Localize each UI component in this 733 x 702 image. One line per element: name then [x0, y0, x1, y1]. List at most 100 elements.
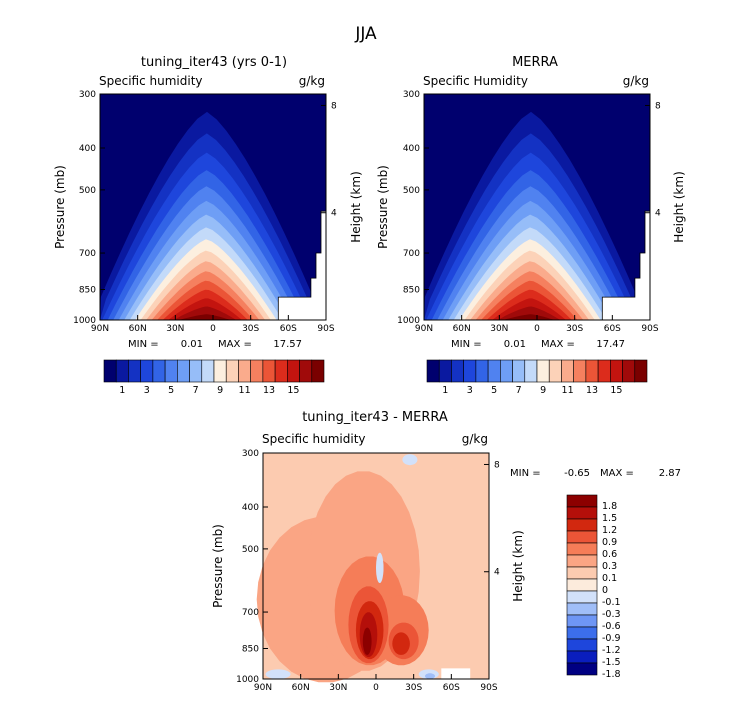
y-tick-label: 1000 — [397, 316, 420, 326]
max-value: 2.87 — [659, 468, 681, 479]
y-tick-label: 400 — [79, 144, 96, 154]
x-tick-label: 90N — [91, 324, 109, 334]
colorbar-box — [201, 359, 215, 383]
colorbar-box — [566, 518, 598, 532]
y-axis-label: Pressure (mb) — [376, 165, 390, 249]
min-label: MIN = — [128, 339, 159, 350]
colorbar-box — [622, 359, 636, 383]
colorbar-label: -1.5 — [602, 657, 621, 668]
contour-level-neg0p1 — [402, 454, 418, 466]
colorbar-label: 1 — [119, 385, 125, 396]
contour-fills — [256, 454, 471, 683]
colorbar-box — [177, 359, 190, 383]
contour-fills — [424, 111, 651, 321]
y-tick-label: 300 — [403, 90, 420, 100]
colorbar-box — [164, 359, 178, 383]
colorbar-box — [238, 359, 251, 383]
variable-label: Specific humidity — [99, 74, 203, 88]
contour-level-1p2 — [392, 632, 410, 655]
height-axis-label: Height (km) — [349, 171, 363, 242]
figure-title: JJA — [354, 24, 377, 44]
x-tick-label: 90S — [480, 683, 497, 693]
y-tick-label: 300 — [242, 449, 259, 459]
min-label: MIN = — [451, 339, 482, 350]
min-label: MIN = — [510, 468, 541, 479]
contour-level-17 — [503, 314, 555, 320]
colorbar-box — [566, 494, 598, 508]
colorbar-label: 13 — [263, 385, 275, 396]
colorbar-box — [634, 359, 648, 383]
panel-title: MERRA — [512, 55, 558, 70]
colorbar-label: 7 — [193, 385, 199, 396]
colorbar-label: 5 — [168, 385, 174, 396]
y-tick-label: 500 — [242, 545, 259, 555]
colorbar-box — [573, 359, 587, 383]
colorbar-box — [140, 359, 154, 383]
x-tick-label: 60S — [280, 324, 297, 334]
colorbar-label: 1.5 — [602, 513, 617, 524]
colorbar: 1.81.51.20.90.60.30.10-0.1-0.3-0.6-0.9-1… — [566, 494, 621, 680]
colorbar-label: -1.8 — [602, 669, 621, 680]
x-tick-label: 30N — [329, 683, 347, 693]
y-tick-label: 850 — [403, 285, 420, 295]
colorbar-box — [512, 359, 526, 383]
x-tick-label: 60N — [453, 324, 471, 334]
colorbar-box — [566, 650, 598, 664]
colorbar-label: 0.3 — [602, 561, 617, 572]
colorbar-box — [426, 359, 440, 383]
x-tick-label: 90S — [317, 324, 334, 334]
colorbar-box — [213, 359, 227, 383]
height-tick-label: 4 — [494, 568, 500, 578]
x-tick-label: 30S — [566, 324, 583, 334]
colorbar-box — [250, 359, 264, 383]
colorbar-label: 1.8 — [602, 501, 617, 512]
colorbar-label: 15 — [610, 385, 622, 396]
max-value: 17.57 — [273, 339, 302, 350]
y-axis-label: Pressure (mb) — [211, 524, 225, 608]
units-label: g/kg — [462, 432, 488, 446]
y-tick-label: 850 — [79, 285, 96, 295]
axis-ticks: 90N 60N 30N 0 30S 60S 90S 300 400 500 700 850 1000 8 4 — [236, 449, 500, 693]
y-tick-label: 300 — [79, 90, 96, 100]
colorbar-box — [566, 566, 598, 580]
y-tick-label: 700 — [242, 608, 259, 618]
colorbar-box — [566, 602, 598, 616]
colorbar-box — [152, 359, 166, 383]
panel-title: tuning_iter43 (yrs 0-1) — [141, 55, 287, 70]
axis-ticks: 90N 60N 30N 0 30S 60S 90S 300 400 500 700 850 1000 8 4 — [73, 90, 337, 334]
colorbar-box — [566, 662, 598, 676]
colorbar-box — [597, 359, 611, 383]
colorbar-box — [566, 626, 598, 640]
colorbar-box — [524, 359, 538, 383]
max-value: 17.47 — [596, 339, 625, 350]
colorbar-label: -0.1 — [602, 597, 621, 608]
colorbar-box — [128, 359, 141, 383]
colorbar-label: 7 — [516, 385, 522, 396]
colorbar-box — [500, 359, 513, 383]
panel-obs: MERRA Specific Humidity g/kg 90N 60N 30N 0 3… — [376, 55, 686, 396]
colorbar-box — [274, 359, 288, 383]
colorbar-label: 0 — [602, 585, 608, 596]
units-label: g/kg — [623, 74, 649, 88]
contour-level-1p8 — [362, 627, 372, 655]
colorbar-box — [561, 359, 574, 383]
colorbar: 1 3 5 7 9 11 13 15 — [426, 359, 648, 396]
colorbar-box — [189, 359, 203, 383]
colorbar-box — [536, 359, 550, 383]
colorbar-box — [487, 359, 501, 383]
min-value: 0.01 — [181, 339, 203, 350]
y-tick-label: 700 — [79, 249, 96, 259]
x-tick-label: 90S — [641, 324, 658, 334]
colorbar-label: 11 — [239, 385, 251, 396]
y-tick-label: 400 — [242, 503, 259, 513]
colorbar-label: 11 — [562, 385, 574, 396]
colorbar-box — [548, 359, 562, 383]
variable-label: Specific humidity — [262, 432, 366, 446]
colorbar-label: 0.9 — [602, 537, 617, 548]
colorbar-label: 1 — [442, 385, 448, 396]
units-label: g/kg — [299, 74, 325, 88]
x-tick-label: 90N — [254, 683, 272, 693]
panel-model: tuning_iter43 (yrs 0-1) Specific humidit… — [53, 55, 363, 396]
y-tick-label: 700 — [403, 249, 420, 259]
